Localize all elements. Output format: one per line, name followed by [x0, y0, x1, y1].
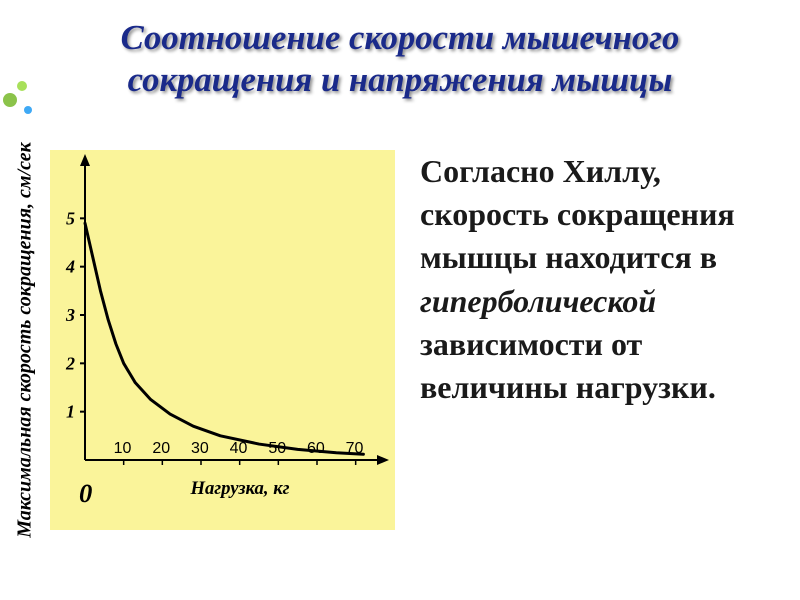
y-axis-label: Максимальная скорость сокращения, см/сек — [0, 150, 50, 530]
x-tick-label: 40 — [230, 440, 248, 458]
y-axis-label-text: Максимальная скорость сокращения, см/сек — [14, 142, 37, 538]
title-line-2: сокращения и напряжения мышцы — [128, 61, 673, 99]
body-text: Согласно Хиллу, скорость сокращения мышц… — [420, 150, 785, 409]
decorative-dot — [24, 106, 32, 114]
title-line-1: Соотношение скорости мышечного — [121, 19, 680, 57]
x-tick-label: 20 — [152, 440, 170, 458]
chart-container: Максимальная скорость сокращения, см/сек… — [0, 150, 400, 530]
axis-origin-text: 0 — [79, 478, 92, 508]
x-tick-label: 60 — [307, 440, 325, 458]
x-axis-label-text: Нагрузка, кг — [190, 478, 289, 499]
slide: Соотношение скорости мышечного сокращени… — [0, 0, 800, 600]
body-text-pre: Согласно Хиллу, скорость сокращения мышц… — [420, 153, 735, 275]
x-tick-label: 70 — [346, 440, 364, 458]
svg-text:5: 5 — [66, 208, 75, 228]
svg-text:2: 2 — [65, 353, 75, 373]
body-text-post: зависимости от величины нагрузки. — [420, 326, 716, 405]
x-axis-label: Нагрузка, кг — [125, 478, 355, 500]
axis-origin-label: 0 — [79, 478, 92, 509]
decorative-dot — [3, 93, 17, 107]
x-tick-label: 50 — [268, 440, 286, 458]
svg-text:3: 3 — [65, 305, 75, 325]
decorative-dot — [17, 81, 27, 91]
body-text-italic: гиперболической — [420, 283, 656, 319]
slide-title: Соотношение скорости мышечного сокращени… — [40, 18, 760, 101]
x-tick-label: 30 — [191, 440, 209, 458]
x-tick-label: 10 — [114, 440, 132, 458]
svg-text:1: 1 — [66, 402, 75, 422]
chart-svg: 1 2 3 4 5 — [50, 150, 395, 530]
svg-text:4: 4 — [65, 257, 75, 277]
